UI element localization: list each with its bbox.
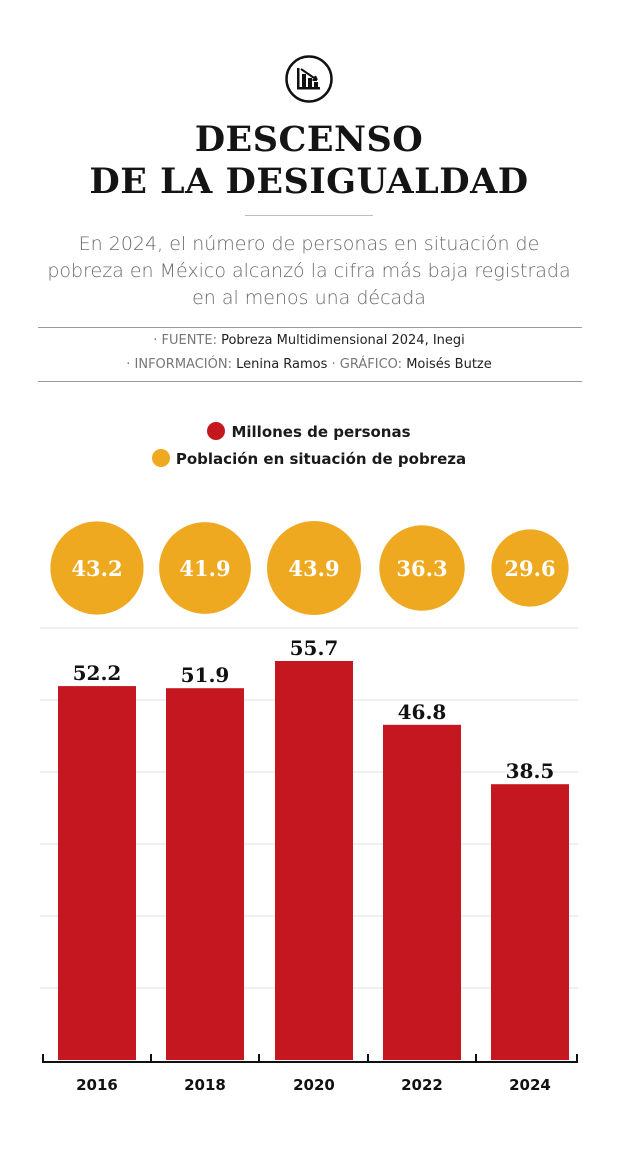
declining-bar-chart-icon [285,55,333,103]
x-tick-label: 2020 [293,1076,335,1094]
bar [166,688,244,1060]
population-bubble [491,529,569,607]
bar-value-label: 46.8 [398,700,447,724]
title-divider [245,215,373,216]
bar-chart: 43.2 52.2 2016 41.9 51.9 2018 43.9 55.7 2020 36.3… [40,521,578,1094]
x-tick-label: 2016 [76,1076,118,1094]
credits-top-rule [38,327,582,328]
legend-millones-label: Millones de personas [231,423,411,441]
legend-red-dot [207,421,226,440]
legend-millones: Millones de personas [0,421,618,442]
bubble-value-label: 43.9 [288,556,339,581]
info-value: Lenina Ramos [236,357,328,372]
credits-bottom-rule [38,381,582,382]
bar-value-label: 52.2 [73,661,122,685]
bubble-value-label: 43.2 [71,556,122,581]
population-bubble [267,521,361,615]
population-bubble [159,522,251,614]
source-credit: · FUENTE: Pobreza Multidimensional 2024,… [0,332,618,350]
title-line-1: DESCENSO [194,119,424,160]
bar-value-label: 51.9 [181,663,230,687]
graphic-value: Moisés Butze [406,357,492,372]
source-value: Pobreza Multidimensional 2024, Inegi [221,333,465,348]
intro-text: En 2024, el número de personas en situac… [47,233,571,309]
title-line-2: DE LA DESIGUALDAD [89,161,529,202]
legend-poblacion: Población en situación de pobreza [0,448,618,469]
bar [383,724,461,1060]
bar-value-label: 38.5 [506,759,555,783]
population-bubble [50,521,144,615]
bar [58,686,136,1060]
bubble-value-label: 29.6 [504,556,555,581]
bar [275,661,353,1060]
author-credit: · INFORMACIÓN: Lenina Ramos · GRÁFICO: M… [0,356,618,374]
x-tick-label: 2018 [184,1076,226,1094]
legend-poblacion-label: Población en situación de pobreza [175,450,467,468]
source-label: · FUENTE: [153,333,217,348]
bar-value-label: 55.7 [290,636,339,660]
graphic-label: · GRÁFICO: [331,357,403,372]
info-label: · INFORMACIÓN: [126,357,232,372]
x-tick-label: 2022 [401,1076,443,1094]
x-tick-label: 2024 [509,1076,551,1094]
population-bubble [379,525,465,611]
bubble-value-label: 36.3 [396,556,447,581]
legend-yellow-dot [151,448,170,467]
bar [491,784,569,1060]
bubble-value-label: 41.9 [179,556,230,581]
